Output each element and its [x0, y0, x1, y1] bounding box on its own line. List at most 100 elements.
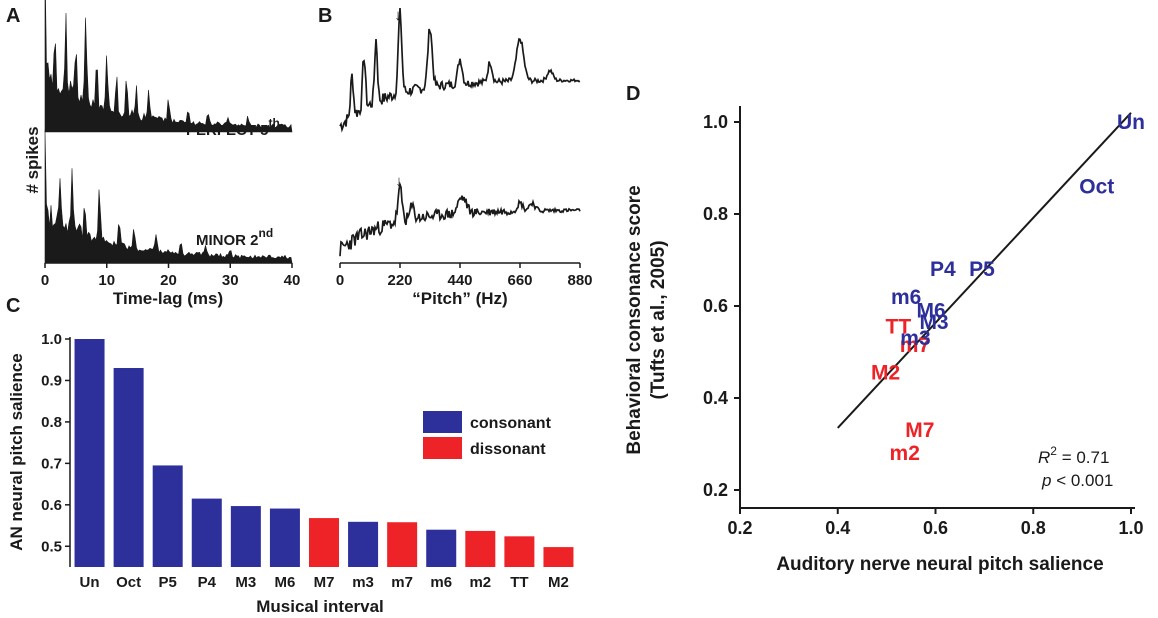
bar-Un — [74, 339, 105, 567]
panel-c-xlabel: Musical interval — [256, 597, 384, 616]
panel-c-x-tick-label: Oct — [116, 574, 141, 591]
panel-b-top-arrow: ↓ — [394, 7, 402, 24]
bar-m6 — [426, 529, 457, 567]
legend-consonant-swatch — [423, 411, 462, 433]
panel-d-r2: R2 = 0.71 — [1038, 444, 1109, 467]
panel-b-x-tick-label: 0 — [336, 272, 344, 289]
panel-d-y-tick-label: 0.4 — [703, 388, 728, 408]
point-M3: M3 — [919, 311, 948, 334]
panel-d-x-tick-label: 0.4 — [825, 518, 850, 538]
point-m2: m2 — [890, 442, 920, 465]
panel-c-x-tick-label: m7 — [391, 574, 413, 591]
point-M6: M6 — [917, 300, 946, 323]
point-Un: Un — [1117, 111, 1145, 134]
panel-a-bottom-trace — [44, 130, 293, 264]
panel-b-x-ticks: 0 220 440 660 880 — [336, 263, 593, 289]
panel-a-x-tick-label: 30 — [222, 272, 239, 289]
point-P5: P5 — [969, 258, 995, 281]
panel-b-xlabel: “Pitch” (Hz) — [412, 289, 507, 308]
panel-c-x-tick-label: M2 — [548, 574, 569, 591]
bar-m7 — [387, 522, 418, 567]
panel-c-x-tick-label: P5 — [159, 574, 177, 591]
panel-d-ylabel-line1: Behavioral consonance score — [624, 185, 645, 454]
panel-a-x-tick-label: 20 — [160, 272, 177, 289]
panel-c-bars — [74, 339, 574, 567]
panel-d-y-tick-label: 0.6 — [703, 296, 728, 316]
panel-b-x-tick-label: 220 — [387, 272, 412, 289]
panel-c: C AN neural pitch salience 0.50.60.70.80… — [6, 295, 574, 616]
bar-M3 — [230, 506, 261, 567]
panel-c-y-tick-label: 0.9 — [41, 372, 62, 389]
panel-b-x-tick-label: 440 — [447, 272, 472, 289]
panel-a-x-tick-label: 10 — [98, 272, 115, 289]
bar-Oct — [113, 368, 144, 567]
bar-m3 — [348, 521, 379, 567]
panel-d-xlabel: Auditory nerve neural pitch salience — [776, 554, 1103, 575]
panel-b-top-spectrum — [339, 7, 581, 133]
panel-a-x-tick-label: 0 — [41, 272, 49, 289]
panel-d-p: p < 0.001 — [1041, 471, 1113, 490]
panel-a-x-tick-label: 40 — [284, 272, 301, 289]
panel-c-x-tick-label: M7 — [314, 574, 335, 591]
bar-M6 — [269, 508, 300, 567]
panel-d-y-tick-label: 0.2 — [703, 480, 728, 500]
bar-P5 — [152, 465, 183, 567]
panel-b-bottom-arrow: ↓ — [395, 173, 403, 190]
panel-b-x-tick-label: 880 — [567, 272, 592, 289]
panel-d-y-tick-label: 0.8 — [703, 204, 728, 224]
panel-d-label: D — [626, 83, 640, 105]
panel-c-x-tick-label: m2 — [469, 574, 491, 591]
point-TT: TT — [886, 316, 912, 339]
bar-TT — [504, 536, 535, 567]
panel-d-fit-line — [837, 112, 1132, 429]
panel-a-bottom-label: MINOR 2nd — [196, 226, 273, 249]
panel-c-x-tick-label: TT — [510, 574, 528, 591]
panel-c-label: C — [6, 295, 20, 317]
panel-c-y-tick-label: 0.6 — [41, 497, 62, 514]
panel-a: A # spikes PERFECT 5th MINOR 2nd 0 10 20 30… — [6, 0, 300, 308]
legend-dissonant-swatch — [423, 437, 462, 459]
point-m6: m6 — [891, 286, 921, 309]
panel-c-x-tick-label: M3 — [235, 574, 256, 591]
point-m3: m3 — [900, 327, 930, 350]
panel-d-x-tick-label: 0.6 — [923, 518, 948, 538]
panel-c-x-tick-label: P4 — [198, 574, 217, 591]
panel-c-y-ticks: 0.5 0.6 0.7 0.8 0.9 1.0 — [41, 331, 70, 555]
panel-d: D Behavioral consonance score (Tufts et … — [624, 83, 1145, 575]
panel-d-x-tick-label: 0.8 — [1021, 518, 1046, 538]
point-m7: m7 — [900, 334, 930, 357]
panel-c-y-tick-label: 0.7 — [41, 455, 62, 472]
panel-a-top-label: PERFECT 5th — [186, 116, 280, 139]
panel-b-x-tick-label: 660 — [507, 272, 532, 289]
panel-d-x-ticks: 0.2 0.4 0.6 0.8 1.0 — [727, 508, 1144, 538]
panel-a-xlabel: Time-lag (ms) — [113, 289, 223, 308]
panel-c-y-tick-label: 0.8 — [41, 414, 62, 431]
bar-P4 — [191, 498, 222, 567]
panel-c-y-tick-label: 0.5 — [41, 538, 62, 555]
bar-M2 — [543, 547, 574, 567]
point-M2: M2 — [871, 362, 900, 385]
bar-M7 — [309, 518, 339, 567]
panel-c-x-ticks: Un Oct P5 P4 M3 M6 M7 m3 m7 m6 m2 TT M2 — [80, 574, 569, 591]
panel-c-legend: consonant dissonant — [423, 411, 552, 459]
panel-a-top-trace — [44, 0, 293, 133]
point-Oct: Oct — [1079, 175, 1114, 198]
panel-c-x-tick-label: m3 — [352, 574, 374, 591]
panel-d-x-tick-label: 1.0 — [1118, 518, 1143, 538]
panel-c-ylabel: AN neural pitch salience — [7, 353, 26, 550]
point-P4: P4 — [930, 258, 956, 281]
panel-b-label: B — [318, 5, 332, 27]
legend-consonant-label: consonant — [470, 415, 552, 432]
panel-d-x-tick-label: 0.2 — [727, 518, 752, 538]
bar-m2 — [465, 530, 496, 567]
point-M7: M7 — [905, 419, 934, 442]
panel-b-bottom-spectrum — [339, 181, 581, 257]
panel-c-x-tick-label: Un — [80, 574, 100, 591]
panel-a-x-ticks: 0 10 20 30 40 — [41, 263, 301, 289]
panel-a-label: A — [6, 5, 20, 27]
panel-d-y-ticks: 0.2 0.4 0.6 0.8 1.0 — [703, 112, 740, 500]
panel-c-y-tick-label: 1.0 — [41, 331, 62, 348]
panel-c-x-tick-label: M6 — [275, 574, 296, 591]
